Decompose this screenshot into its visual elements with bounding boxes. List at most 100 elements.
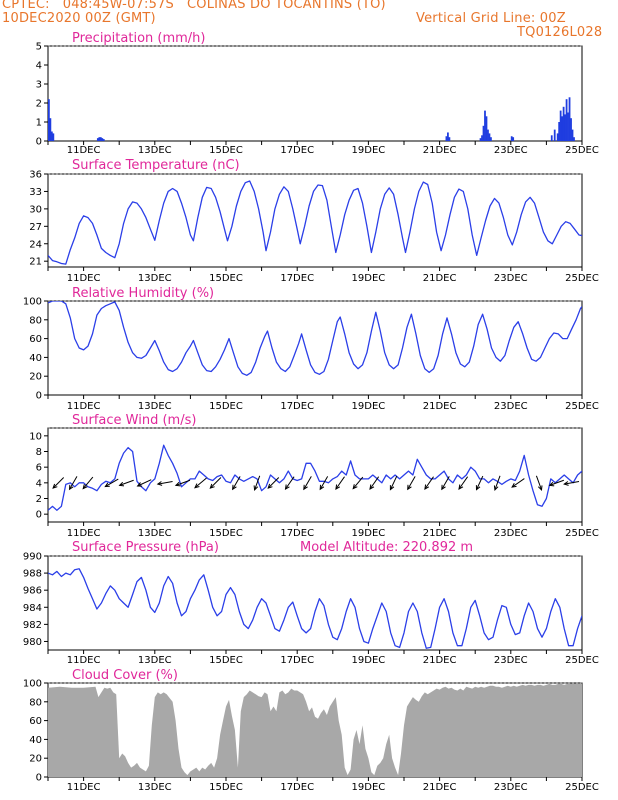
wind-arrow xyxy=(389,475,398,491)
precip-bar xyxy=(490,137,492,141)
panel-relative_humidity: 11DEC 13DEC 15DEC 17DEC 19DEC 21DEC 23DEC 25DEC… xyxy=(23,286,599,412)
x-tick-label: 25DEC xyxy=(565,401,599,412)
wind-arrow xyxy=(118,479,134,487)
panel-surface_wind: 11DEC 13DEC 15DEC 17DEC 19DEC 21DEC 23DEC 25DEC… xyxy=(29,413,599,539)
precip-bar xyxy=(96,138,99,141)
y-tick-label: 100 xyxy=(23,297,42,308)
x-tick-label: 17DEC xyxy=(280,273,314,284)
x-tick-label: 23DEC xyxy=(494,145,528,156)
wind-arrow xyxy=(511,478,525,488)
precip-bar xyxy=(553,129,556,141)
wind-arrow xyxy=(284,476,295,490)
precip-bar xyxy=(49,118,52,141)
y-tick-label: 60 xyxy=(29,334,42,345)
precip-bar xyxy=(565,99,568,141)
header-date: 10DEC2020 00Z (GMT) xyxy=(2,11,156,26)
x-tick-label: 21DEC xyxy=(423,145,457,156)
precip-bar xyxy=(448,137,451,141)
relative_humidity-line xyxy=(48,301,582,376)
precip-bar xyxy=(512,137,515,141)
x-tick-label: 13DEC xyxy=(138,145,172,156)
wind-arrow xyxy=(335,476,345,490)
panel-title-surface_temperature: Surface Temperature (nC) xyxy=(72,158,240,173)
surface_temperature-line xyxy=(48,180,582,265)
precip-bar xyxy=(52,133,55,141)
x-tick-label: 25DEC xyxy=(565,782,599,793)
y-tick-label: 982 xyxy=(23,620,42,631)
x-tick-label: 21DEC xyxy=(423,528,457,539)
y-tick-label: 40 xyxy=(29,353,42,364)
y-tick-label: 0 xyxy=(36,391,42,402)
wind-arrow xyxy=(174,479,191,487)
precip-bar xyxy=(558,122,561,141)
wind-arrow xyxy=(458,476,469,490)
panel-frame xyxy=(47,300,583,396)
header-model-id: TQ0126L028 xyxy=(517,25,603,40)
precip-bar xyxy=(482,125,485,141)
wind-arrow xyxy=(441,476,450,491)
x-tick-label: 17DEC xyxy=(280,145,314,156)
y-tick-label: 3 xyxy=(36,80,42,91)
precip-bar xyxy=(102,139,105,141)
precip-bar xyxy=(556,133,559,141)
precip-bar xyxy=(447,132,449,141)
wind-arrow xyxy=(475,475,484,491)
x-tick-label: 23DEC xyxy=(494,528,528,539)
panel-title-precipitation: Precipitation (mm/h) xyxy=(72,31,205,46)
x-tick-label: 13DEC xyxy=(138,528,172,539)
precip-bar xyxy=(567,112,569,141)
y-tick-label: 986 xyxy=(23,586,42,597)
y-tick-label: 33 xyxy=(29,187,42,198)
panel-surface_pressure: 11DEC 13DEC 15DEC 17DEC 19DEC 21DEC 23DEC 25DEC… xyxy=(23,540,599,666)
x-tick-label: 19DEC xyxy=(352,273,386,284)
x-tick-label: 25DEC xyxy=(565,145,599,156)
precip-bar xyxy=(559,110,562,141)
precip-bar xyxy=(479,138,482,141)
x-tick-label: 15DEC xyxy=(209,782,243,793)
y-tick-label: 27 xyxy=(29,222,42,233)
precip-bar xyxy=(561,116,564,141)
wind-arrow xyxy=(68,476,78,491)
x-tick-label: 15DEC xyxy=(209,655,243,666)
x-tick-label: 25DEC xyxy=(565,273,599,284)
y-tick-label: 30 xyxy=(29,204,42,215)
wind-arrow xyxy=(209,477,222,489)
precip-bar xyxy=(50,131,53,141)
y-tick-label: 100 xyxy=(23,679,42,690)
precip-bar xyxy=(488,133,491,141)
x-tick-label: 13DEC xyxy=(138,655,172,666)
precip-bar xyxy=(484,110,486,141)
wind-arrow xyxy=(548,479,565,487)
x-tick-label: 11DEC xyxy=(67,273,101,284)
wind-arrow xyxy=(156,481,173,486)
panel-cloud_cover: 11DEC 13DEC 15DEC 17DEC 19DEC 21DEC 23DEC 25DEC… xyxy=(23,668,599,793)
wind-arrow xyxy=(319,476,329,491)
y-tick-label: 80 xyxy=(29,697,42,708)
wind-arrow xyxy=(563,481,580,486)
x-tick-label: 19DEC xyxy=(352,145,386,156)
precip-bar xyxy=(487,129,489,141)
surface_pressure-line xyxy=(48,568,582,649)
wind-arrow xyxy=(352,476,364,490)
precip-bar xyxy=(570,118,572,141)
x-tick-label: 23DEC xyxy=(494,655,528,666)
precip-bar xyxy=(101,138,104,141)
y-tick-label: 4 xyxy=(36,478,42,489)
header-station: CPTEC: 048:45W-07:57S COLINAS DO TOCANTI… xyxy=(2,0,386,12)
y-tick-label: 21 xyxy=(29,257,42,268)
x-tick-label: 17DEC xyxy=(280,782,314,793)
y-tick-label: 60 xyxy=(29,716,42,727)
y-tick-label: 1 xyxy=(36,118,42,129)
wind-arrow xyxy=(232,476,241,491)
y-tick-label: 980 xyxy=(23,637,42,648)
panel-frame xyxy=(47,427,583,523)
x-tick-label: 11DEC xyxy=(67,782,101,793)
y-tick-label: 80 xyxy=(29,315,42,326)
wind-arrow xyxy=(52,477,65,489)
precip-bar xyxy=(445,136,448,141)
panel-surface_temperature: 11DEC 13DEC 15DEC 17DEC 19DEC 21DEC 23DEC 25DEC… xyxy=(29,158,599,284)
precip-bar xyxy=(573,137,575,141)
precip-bar xyxy=(550,135,553,141)
x-tick-label: 21DEC xyxy=(423,655,457,666)
